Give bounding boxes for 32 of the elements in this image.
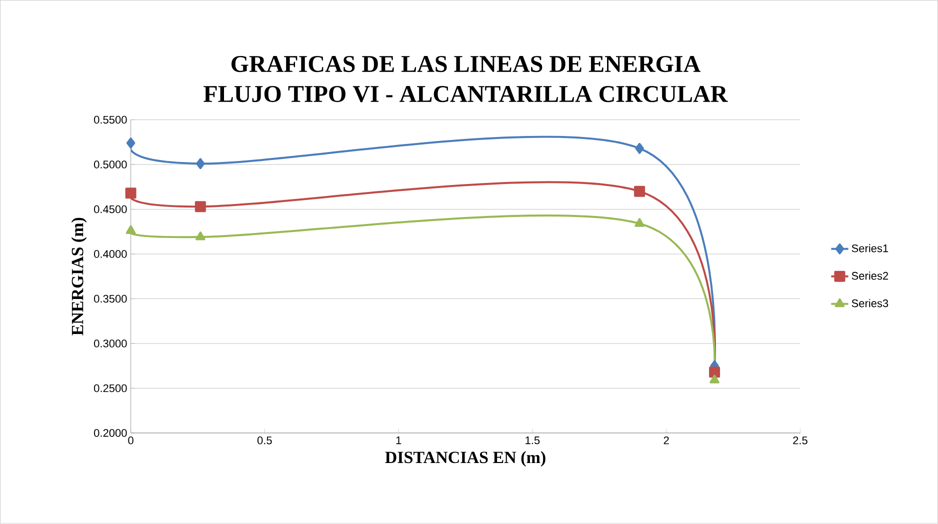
y-axis-title: ENERGIAS (m) — [71, 218, 87, 336]
point — [635, 143, 644, 154]
chart-title: GRAFICAS DE LAS LINEAS DE ENERGIA — [231, 56, 700, 72]
point — [709, 366, 720, 378]
y-tick-label: 0.2000 — [94, 429, 127, 437]
y-tick-label: 0.3000 — [94, 340, 127, 348]
point — [126, 138, 136, 149]
x-tick-label: 2.5 — [793, 436, 808, 444]
point — [196, 232, 206, 240]
legend-label: Series2 — [852, 272, 888, 280]
y-tick-label: 0.5500 — [94, 116, 127, 124]
x-tick-label: 0 — [128, 436, 134, 444]
point — [125, 188, 136, 199]
legend-label: Series3 — [852, 299, 888, 308]
x-tick-label: 2 — [664, 436, 669, 444]
x-tick-label: 1.5 — [526, 436, 540, 444]
y-tick-label: 0.3500 — [94, 294, 127, 303]
y-tick-label: 0.4000 — [94, 250, 127, 258]
y-tick-label: 0.4500 — [94, 206, 127, 214]
x-tick-label: 0.5 — [257, 436, 272, 444]
point — [634, 186, 646, 197]
y-tick-label: 0.2500 — [94, 384, 127, 392]
point — [126, 225, 136, 234]
point — [196, 158, 205, 170]
point — [194, 201, 206, 212]
y-tick-label: 0.5000 — [94, 160, 127, 169]
x-tick-label: 1 — [396, 436, 402, 444]
point — [710, 374, 720, 384]
chart-subtitle: FLUJO TIPO VI - ALCANTARILLA CIRCULAR — [204, 86, 728, 102]
legend-label: Series1 — [852, 244, 888, 252]
x-axis-title: DISTANCIAS EN (m) — [385, 451, 546, 467]
point — [634, 218, 644, 227]
